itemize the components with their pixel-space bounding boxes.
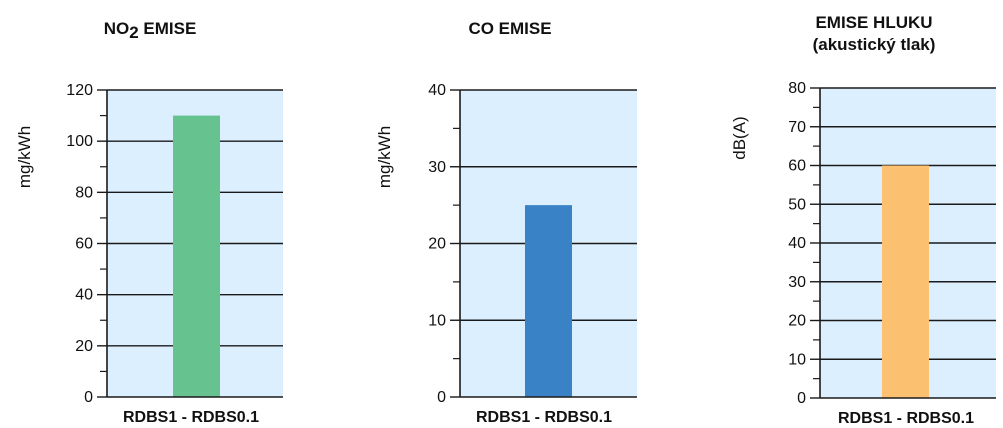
tick-label: 70 [788,119,806,136]
tick-label: 100 [66,133,93,150]
tick-label: 40 [75,287,93,304]
tick-label: 80 [75,184,93,201]
category-label: RDBS1 - RDBS0.1 [838,410,974,427]
bar [525,205,572,397]
tick-label: 50 [788,196,806,213]
tick-label: 60 [75,236,93,253]
chart-title: (akustický tlak) [813,35,936,54]
bar [882,165,929,398]
chart-panel-3: 0 10 20 30 40 50 60 70 80 RDBS1 - RDBS0.1 EMISE HL… [730,13,996,427]
tick-label: 20 [428,236,446,253]
tick-label: 0 [797,390,806,407]
category-label: RDBS1 - RDBS0.1 [123,409,259,426]
chart-title: CO EMISE [468,19,551,38]
tick-label: 0 [437,389,446,406]
tick-label: 10 [788,351,806,368]
tick-label: 80 [788,80,806,97]
chart-panel-1: 0 20 40 60 80 100 120 RDBS1 - RDBS0.1 NO2 EMISE m… [15,19,283,426]
tick-label: 40 [428,82,446,99]
tick-label: 40 [788,235,806,252]
chart-title: NO2 EMISE [104,19,197,42]
tick-label: 10 [428,312,446,329]
tick-label: 0 [84,389,93,406]
chart-title: EMISE HLUKU [815,13,932,32]
tick-label: 30 [428,159,446,176]
tick-label: 30 [788,274,806,291]
bar [173,115,220,397]
y-axis-label: mg/kWh [375,126,394,188]
tick-label: 20 [75,338,93,355]
tick-label: 20 [788,313,806,330]
chart-panel-2: 0 10 20 30 40 RDBS1 - RDBS0.1 CO EMISE mg/kWh [375,19,637,426]
tick-label: 60 [788,158,806,175]
tick-label: 120 [66,82,93,99]
y-axis-label: dB(A) [730,116,749,159]
category-label: RDBS1 - RDBS0.1 [476,409,612,426]
y-axis-label: mg/kWh [15,126,34,188]
